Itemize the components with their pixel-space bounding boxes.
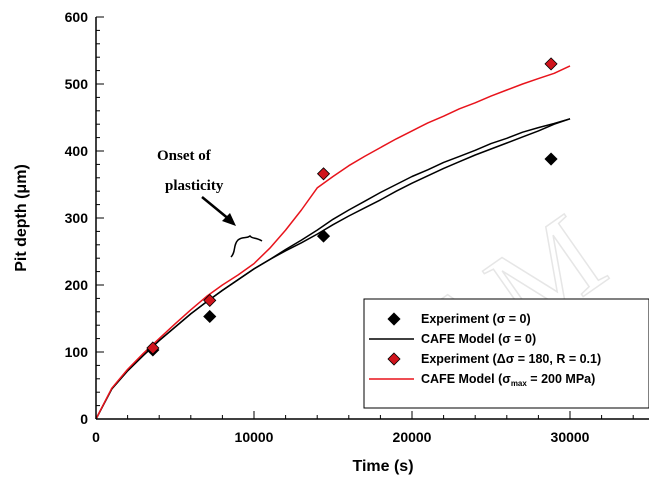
data-point-series-3 [203, 293, 217, 307]
series-line-4 [95, 65, 571, 420]
x-tick-label: 20000 [393, 429, 432, 445]
annotation-onset-of-plasticity: Onset of plasticity [157, 148, 263, 258]
y-tick-label: 0 [80, 411, 88, 427]
series-line-2 [95, 118, 571, 420]
legend-label: CAFE Model (σ = 0) [421, 332, 536, 346]
legend-marker [387, 352, 401, 366]
y-axis-title: Pit depth (μm) [13, 164, 30, 272]
data-point-series-3 [146, 341, 160, 355]
legend-label: Experiment (Δσ = 180, R = 0.1) [421, 352, 601, 366]
annotation-line-2: plasticity [165, 178, 224, 194]
x-tick-label: 0 [92, 429, 100, 445]
legend-label: CAFE Model (σmax = 200 MPa) [421, 372, 595, 388]
y-tick-label: 100 [65, 344, 89, 360]
data-point-series-0 [544, 152, 558, 166]
data-point-series-3 [544, 57, 558, 71]
x-axis-title: Time (s) [352, 458, 413, 475]
x-tick-label: 10000 [235, 429, 274, 445]
y-tick-label: 200 [65, 277, 89, 293]
annotation-line-1: Onset of [157, 148, 212, 164]
y-tick-label: 500 [65, 76, 89, 92]
data-point-series-3 [316, 167, 331, 181]
x-tick-label: 30000 [551, 429, 590, 445]
y-tick-label: 300 [65, 210, 89, 226]
axes: 0 100 200 300 400 500 600 0 10000 20000 30000 [65, 9, 649, 445]
legend-box [363, 298, 649, 409]
data-point-series-0 [203, 309, 217, 324]
legend-marker [387, 312, 401, 326]
data-point-series-0 [316, 229, 331, 243]
y-tick-label: 600 [65, 9, 89, 25]
plasticity-bracket [230, 234, 263, 258]
y-tick-label: 400 [65, 143, 89, 159]
annotation-arrow-head [222, 213, 236, 226]
plot-area [95, 57, 571, 420]
legend: Experiment (σ = 0) CAFE Model (σ = 0) Expe… [363, 298, 649, 409]
annotation-arrow-shaft [201, 196, 231, 221]
legend-label: Experiment (σ = 0) [421, 312, 531, 326]
